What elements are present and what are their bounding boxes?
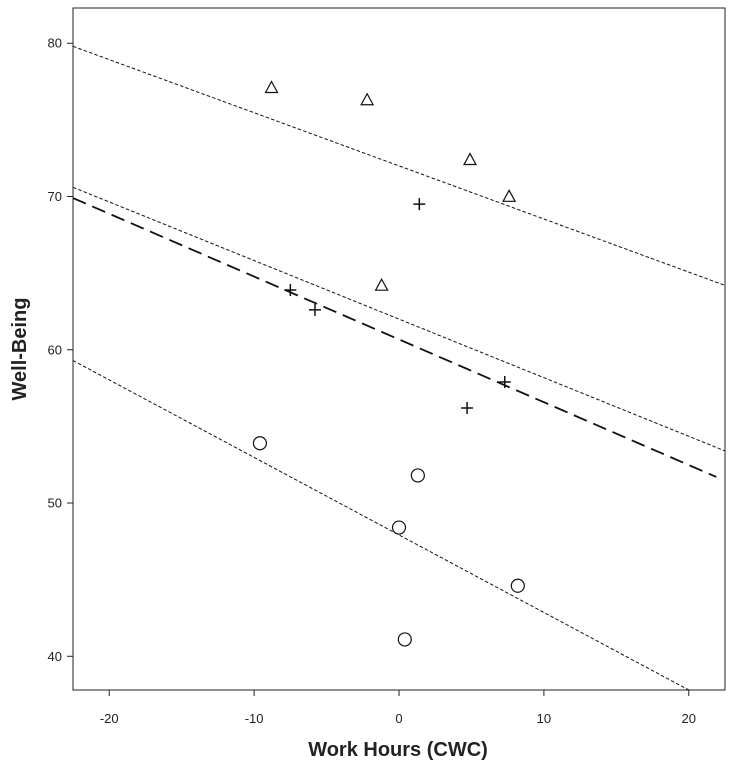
- data-points: [252, 80, 525, 647]
- plus-point: [461, 402, 474, 415]
- plus-point: [413, 198, 426, 211]
- plus-point: [284, 283, 297, 296]
- y-axis-title: Well-Being: [9, 298, 31, 401]
- triangle-point: [502, 189, 517, 202]
- circle-point: [410, 468, 425, 483]
- circle-point: [397, 632, 412, 647]
- plus-point: [308, 303, 321, 316]
- circle-point: [510, 578, 525, 593]
- fit-line-circle-fit: [72, 360, 690, 691]
- x-tick-label: 10: [537, 711, 551, 726]
- y-tick-label: 40: [48, 649, 62, 664]
- fit-lines: [72, 45, 726, 691]
- plot-area-frame: [72, 7, 726, 691]
- x-tick-label: -20: [100, 711, 119, 726]
- fit-line-overall-fit: [72, 197, 717, 478]
- circle-point: [252, 436, 268, 451]
- y-tick-label: 70: [48, 189, 62, 204]
- x-tick-label: -10: [245, 711, 264, 726]
- fit-line-plus-fit: [72, 186, 726, 452]
- triangle-point: [462, 152, 478, 166]
- x-axis: -20 -10 0 10 20: [100, 690, 696, 726]
- x-axis-title: Work Hours (CWC): [308, 739, 488, 761]
- circle-point: [391, 520, 407, 535]
- x-tick-label: 20: [682, 711, 696, 726]
- triangle-point: [374, 277, 389, 291]
- y-axis: 40 50 60 70 80: [48, 36, 73, 664]
- y-tick-label: 60: [48, 342, 62, 357]
- plus-point: [498, 375, 511, 388]
- triangle-point: [264, 80, 279, 94]
- triangle-point: [360, 92, 375, 106]
- y-tick-label: 50: [48, 496, 62, 511]
- fit-line-triangle-fit: [72, 45, 726, 286]
- x-tick-label: 0: [395, 711, 402, 726]
- y-tick-label: 80: [48, 36, 62, 51]
